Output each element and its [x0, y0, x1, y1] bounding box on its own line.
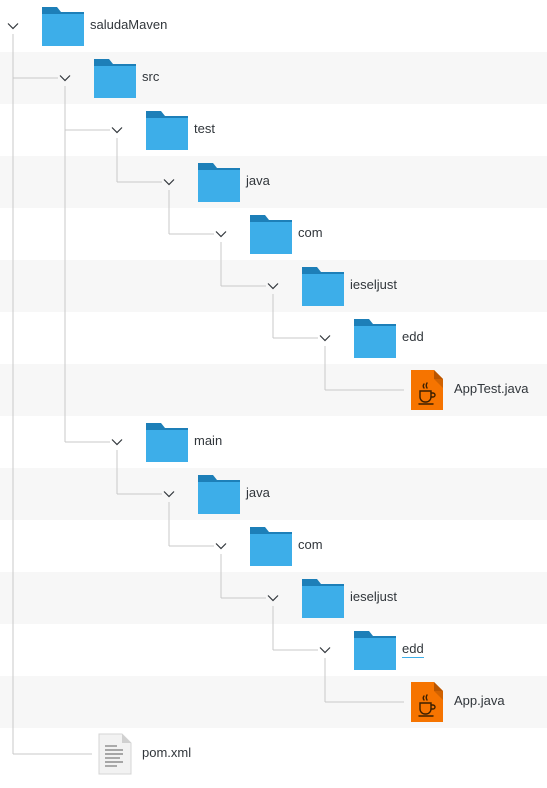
- tree-row-java[interactable]: java: [0, 156, 547, 208]
- tree-item-label: com: [298, 537, 323, 552]
- tree-item-label: java: [246, 485, 270, 500]
- tree-row-saludamaven[interactable]: saludaMaven: [0, 0, 547, 52]
- tree-row-edd[interactable]: edd: [0, 624, 547, 676]
- folder-icon: [93, 57, 137, 99]
- tree-item-label: main: [194, 433, 223, 448]
- folder-icon: [145, 109, 189, 151]
- chevron-down-icon[interactable]: [58, 71, 72, 85]
- java-file-icon: [410, 681, 444, 723]
- chevron-down-icon[interactable]: [162, 175, 176, 189]
- tree-item-label: edd: [402, 641, 424, 658]
- folder-icon: [249, 525, 293, 567]
- chevron-down-icon[interactable]: [110, 435, 124, 449]
- tree-item-label: java: [246, 173, 270, 188]
- chevron-down-icon[interactable]: [266, 279, 280, 293]
- chevron-down-icon[interactable]: [110, 123, 124, 137]
- chevron-down-icon[interactable]: [318, 331, 332, 345]
- chevron-down-icon[interactable]: [266, 591, 280, 605]
- tree-row-src[interactable]: src: [0, 52, 547, 104]
- folder-icon: [249, 213, 293, 255]
- tree-item-label: AppTest.java: [454, 381, 529, 396]
- tree-item-label: src: [142, 69, 160, 84]
- tree-row-java[interactable]: java: [0, 468, 547, 520]
- tree-row-com[interactable]: com: [0, 208, 547, 260]
- chevron-down-icon[interactable]: [214, 227, 228, 241]
- tree-row-test[interactable]: test: [0, 104, 547, 156]
- tree-row-ieseljust[interactable]: ieseljust: [0, 260, 547, 312]
- tree-item-label: ieseljust: [350, 589, 397, 604]
- tree-row-main[interactable]: main: [0, 416, 547, 468]
- tree-item-label: edd: [402, 329, 424, 344]
- tree-row-apptest-java[interactable]: AppTest.java: [0, 364, 547, 416]
- folder-icon: [41, 5, 85, 47]
- tree-row-pom-xml[interactable]: pom.xml: [0, 728, 547, 780]
- tree-item-label: com: [298, 225, 323, 240]
- tree-row-app-java[interactable]: App.java: [0, 676, 547, 728]
- tree-item-label: ieseljust: [350, 277, 397, 292]
- chevron-down-icon[interactable]: [162, 487, 176, 501]
- folder-icon: [301, 577, 345, 619]
- chevron-down-icon[interactable]: [6, 19, 20, 33]
- tree-item-label: pom.xml: [142, 745, 192, 760]
- folder-icon: [145, 421, 189, 463]
- tree-item-label: App.java: [454, 693, 505, 708]
- text-file-icon: [98, 733, 132, 775]
- folder-icon: [197, 161, 241, 203]
- tree-item-label: saludaMaven: [90, 17, 168, 32]
- folder-icon: [197, 473, 241, 515]
- tree-row-edd[interactable]: edd: [0, 312, 547, 364]
- folder-icon: [301, 265, 345, 307]
- tree-item-label: test: [194, 121, 215, 136]
- tree-row-com[interactable]: com: [0, 520, 547, 572]
- folder-icon: [353, 317, 397, 359]
- java-file-icon: [410, 369, 444, 411]
- chevron-down-icon[interactable]: [318, 643, 332, 657]
- folder-icon: [353, 629, 397, 671]
- chevron-down-icon[interactable]: [214, 539, 228, 553]
- tree-row-ieseljust[interactable]: ieseljust: [0, 572, 547, 624]
